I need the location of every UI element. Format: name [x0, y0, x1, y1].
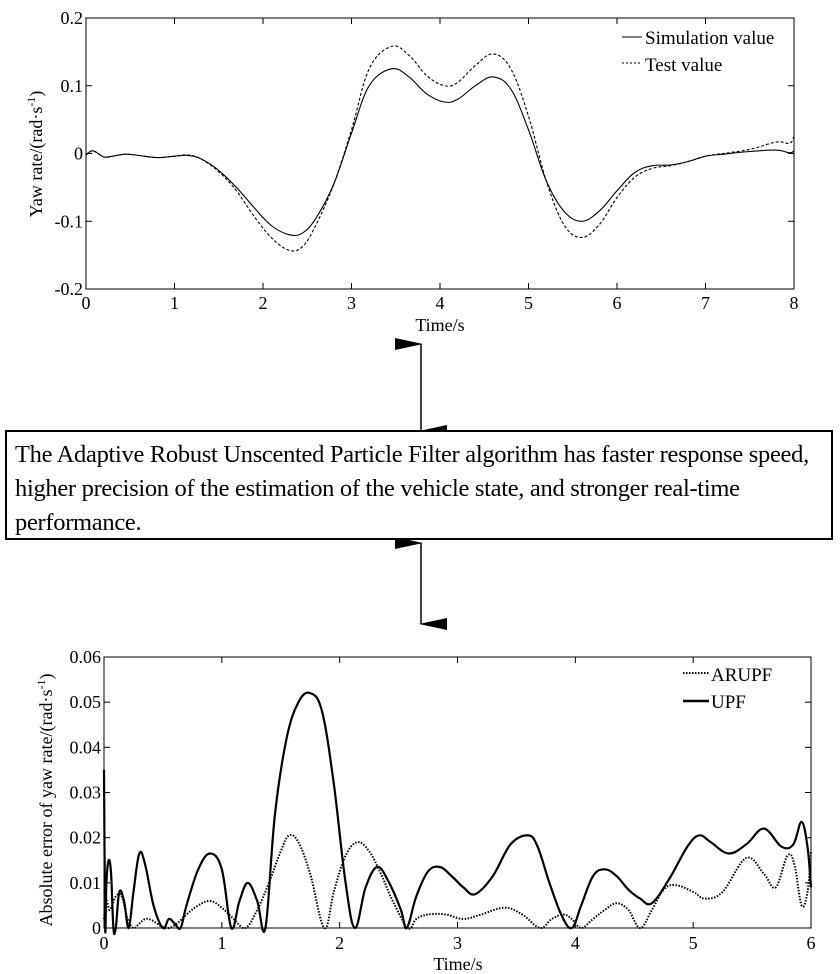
legend-test-value: Test value	[645, 55, 722, 76]
x-tick-label: 0	[100, 933, 109, 953]
yaw-rate-y-axis-title: Yaw rate/(rad·s-1)	[24, 91, 47, 218]
legend-upf: UPF	[711, 692, 746, 713]
series-line-simulation-value	[85, 67, 795, 237]
yaw-rate-legend: Simulation value Test value	[622, 28, 774, 76]
absolute-error-legend: ARUPF UPF	[683, 665, 772, 713]
y-tick-label: 0.02	[70, 828, 102, 848]
x-tick-label: 4	[436, 293, 445, 313]
x-tick-label: 0	[82, 293, 91, 313]
x-tick-label: 7	[701, 293, 710, 313]
x-tick-label: 1	[217, 933, 226, 953]
legend-arupf: ARUPF	[711, 665, 772, 686]
y-tick-label: -0.1	[55, 211, 84, 231]
absolute-error-y-axis-title: Absolute error of yaw rate/(rad·s-1)	[34, 674, 57, 927]
x-tick-label: 5	[689, 933, 698, 953]
legend-simulation-value: Simulation value	[645, 28, 774, 49]
conclusion-text: The Adaptive Robust Unscented Particle F…	[15, 441, 809, 536]
yaw-rate-chart: 0 1 2 3 4 5 6 7 8 -0.2 -0.1 0 0.1 0.2 Time/s Yaw rate…	[24, 8, 799, 335]
y-tick-label: -0.2	[55, 279, 84, 299]
x-tick-label: 3	[453, 933, 462, 953]
y-tick-label: 0.05	[70, 692, 102, 712]
x-tick-label: 6	[807, 933, 816, 953]
series-line-upf	[102, 691, 813, 936]
yaw-rate-x-axis-title: Time/s	[415, 315, 464, 335]
y-tick-label: 0.06	[70, 647, 102, 667]
series-line-test-value	[85, 45, 795, 252]
x-tick-label: 2	[259, 293, 268, 313]
y-tick-label: 0	[92, 918, 101, 938]
y-tick-label: 0	[74, 144, 83, 164]
absolute-error-x-axis-title: Time/s	[433, 954, 482, 974]
y-tick-label: 0.03	[70, 783, 102, 803]
y-tick-label: 0.04	[70, 737, 102, 757]
x-tick-label: 3	[347, 293, 356, 313]
absolute-error-plot-frame	[103, 656, 812, 929]
x-tick-label: 1	[170, 293, 179, 313]
x-tick-label: 2	[335, 933, 344, 953]
y-tick-label: 0.1	[61, 76, 84, 96]
series-line-arupf	[103, 833, 812, 930]
y-tick-label: 0.2	[61, 8, 84, 28]
x-tick-label: 8	[790, 293, 799, 313]
y-tick-label: 0.01	[70, 873, 102, 893]
x-tick-label: 5	[524, 293, 533, 313]
x-tick-label: 6	[613, 293, 622, 313]
conclusion-textbox: The Adaptive Robust Unscented Particle F…	[5, 430, 833, 540]
absolute-error-chart: 0 1 2 3 4 5 600.010.020.030.040.050.06 Time/s …	[34, 647, 816, 974]
x-tick-label: 4	[571, 933, 580, 953]
